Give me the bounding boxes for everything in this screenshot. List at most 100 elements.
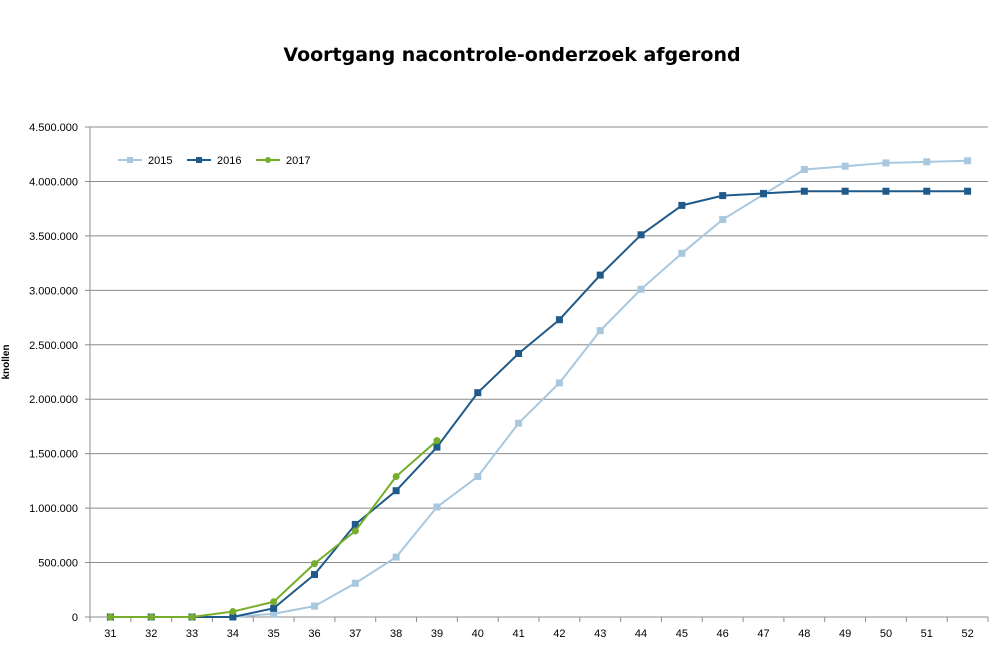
legend-item-2016: 2016 (187, 155, 241, 167)
data-point-2015 (392, 553, 400, 561)
legend-label: 2016 (217, 155, 241, 167)
data-point-2016 (392, 487, 400, 495)
data-point-2017 (351, 527, 359, 535)
x-tick-label: 49 (839, 628, 851, 640)
x-tick-label: 32 (145, 628, 157, 640)
data-point-2017 (147, 613, 155, 621)
y-tick-label: 1.000.000 (29, 503, 78, 515)
x-tick-label: 51 (921, 628, 933, 640)
x-tick-label: 38 (390, 628, 402, 640)
data-point-2016 (474, 389, 482, 397)
y-tick-label: 1.500.000 (29, 449, 78, 461)
y-tick-label: 500.000 (38, 558, 78, 570)
data-point-2017 (311, 560, 318, 568)
data-point-2015 (719, 216, 727, 224)
chart-title: Voortgang nacontrole-onderzoek afgerond (283, 44, 741, 66)
y-tick-label: 0 (72, 612, 78, 624)
data-point-2016 (311, 571, 318, 579)
data-point-2017 (433, 437, 441, 445)
y-tick-label: 4.000.000 (29, 176, 78, 188)
legend-marker (265, 157, 271, 163)
data-point-2016 (637, 231, 645, 239)
x-tick-label: 50 (880, 628, 892, 640)
series-line-2017 (110, 439, 438, 618)
data-point-2015 (637, 285, 645, 293)
x-tick-label: 37 (349, 628, 361, 640)
data-point-2016 (515, 349, 523, 357)
y-axis-label: knollen (1, 344, 12, 379)
data-point-2015 (882, 159, 890, 167)
x-tick-label: 46 (717, 628, 729, 640)
legend-marker (127, 157, 133, 163)
x-axis-tick-labels: 31 32 33 34 35 36 37 38 39 40 41 42 43 44 45 46 47 48 49 50… (104, 628, 973, 640)
gridlines (90, 126, 988, 564)
series-lines (106, 157, 972, 621)
y-tick-label: 4.500.000 (29, 122, 78, 134)
data-point-2016 (555, 316, 563, 324)
data-point-2016 (351, 520, 359, 528)
data-point-2015 (515, 419, 523, 427)
x-tick-label: 33 (186, 628, 198, 640)
x-tick-label: 48 (798, 628, 810, 640)
x-tick-label: 42 (553, 628, 565, 640)
legend-item-2015: 2015 (118, 155, 172, 167)
data-point-2015 (555, 379, 563, 387)
x-tick-label: 43 (594, 628, 606, 640)
x-tick-label: 40 (472, 628, 484, 640)
data-point-2015 (800, 165, 808, 173)
data-point-2017 (270, 598, 278, 606)
x-tick-label: 39 (431, 628, 443, 640)
y-tick-label: 2.500.000 (29, 340, 78, 352)
data-point-2016 (800, 187, 808, 195)
x-tick-label: 34 (227, 628, 239, 640)
data-point-2016 (229, 613, 237, 621)
data-point-2016 (719, 192, 727, 200)
series-line-2016 (110, 190, 968, 618)
data-point-2017 (106, 613, 114, 621)
data-point-2016 (678, 201, 686, 209)
x-tick-label: 47 (757, 628, 769, 640)
data-point-2015 (923, 158, 931, 166)
data-point-2016 (964, 187, 972, 195)
y-tick-label: 2.000.000 (29, 394, 78, 406)
legend-marker (196, 157, 202, 163)
legend-item-2017: 2017 (256, 155, 310, 167)
series-2017 (106, 437, 441, 621)
x-tick-label: 35 (268, 628, 280, 640)
data-point-2016 (270, 604, 278, 612)
data-point-2015 (964, 157, 972, 165)
y-axis-tick-labels: 0 500.000 1.000.000 1.500.000 2.000.000 2.500… (29, 122, 78, 624)
data-point-2015 (474, 473, 482, 481)
legend-label: 2017 (286, 155, 310, 167)
legend-label: 2015 (148, 155, 172, 167)
data-point-2016 (433, 443, 441, 451)
x-tick-label: 31 (104, 628, 116, 640)
data-point-2016 (841, 187, 849, 195)
series-line-2015 (110, 159, 968, 618)
data-point-2015 (678, 249, 686, 257)
data-point-2015 (351, 579, 359, 587)
data-point-2015 (841, 162, 849, 170)
data-point-2015 (270, 610, 278, 618)
x-tick-label: 44 (635, 628, 647, 640)
series-2015 (106, 157, 972, 621)
x-tick-label: 36 (308, 628, 320, 640)
legend: 2015 2016 2017 (118, 155, 310, 167)
axes (85, 126, 989, 622)
data-point-2017 (392, 473, 400, 481)
data-point-2015 (311, 602, 318, 610)
data-point-2016 (760, 189, 767, 197)
data-point-2016 (923, 187, 931, 195)
data-point-2017 (229, 608, 237, 616)
data-point-2016 (882, 187, 890, 195)
data-point-2017 (188, 613, 196, 621)
data-point-2015 (596, 327, 604, 335)
data-point-2015 (433, 503, 441, 511)
x-tick-label: 45 (676, 628, 688, 640)
data-point-2016 (596, 271, 604, 279)
y-tick-label: 3.500.000 (29, 231, 78, 243)
y-tick-label: 3.000.000 (29, 285, 78, 297)
x-tick-label: 52 (961, 628, 973, 640)
x-tick-label: 41 (512, 628, 524, 640)
